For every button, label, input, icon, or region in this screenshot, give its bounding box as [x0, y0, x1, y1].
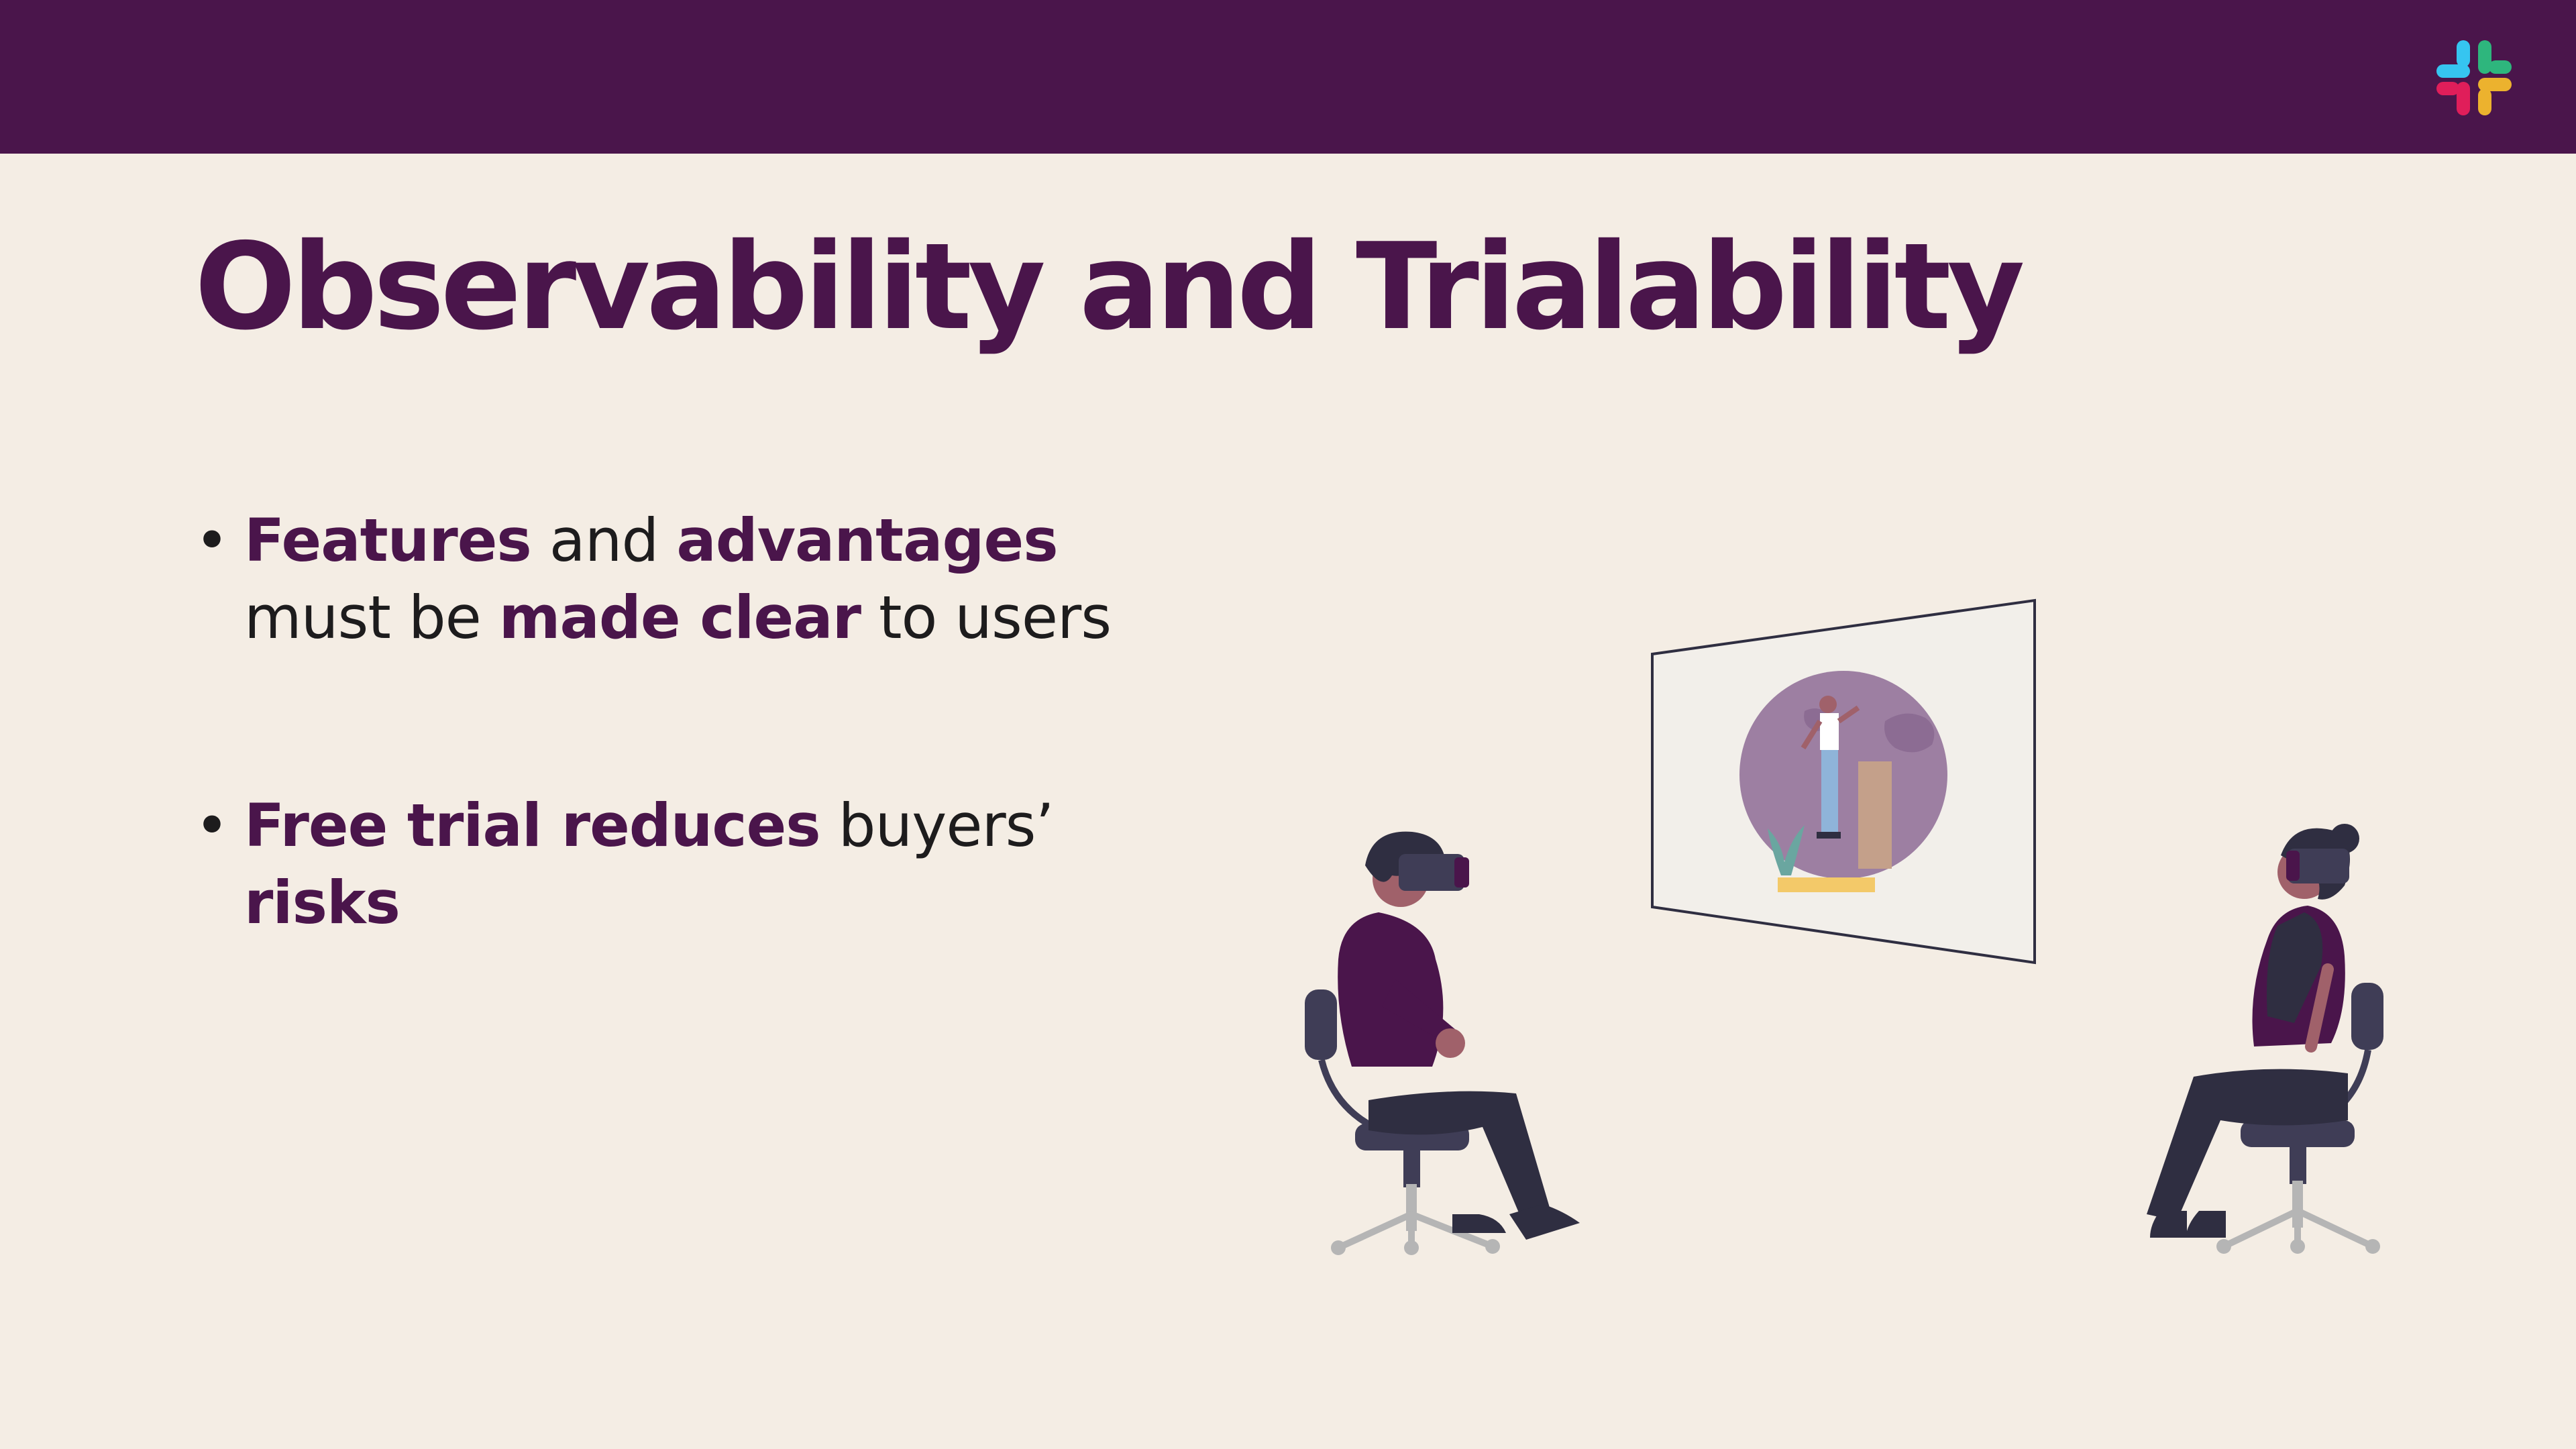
header-bar: [0, 0, 2576, 154]
slide-title: Observability and Trialability: [195, 217, 2025, 356]
left-person-with-vr-headset: [1338, 831, 1580, 1240]
right-chair: [2216, 983, 2383, 1254]
bullet-item: Free trial reduces buyers’ risks: [195, 787, 1201, 941]
bullet-text: to users: [860, 583, 1112, 652]
bullet-text-bold: Features: [244, 506, 532, 575]
right-person-with-vr-headset: [2147, 824, 2359, 1238]
bullet-text: and: [531, 506, 677, 575]
bullet-text-bold: Free trial reduces: [244, 791, 821, 860]
projection-screen: [1651, 598, 2036, 965]
bullet-text: buyers’: [820, 791, 1055, 860]
bullet-item: Features and advantages must be made cle…: [195, 502, 1201, 656]
bullet-text: must be: [244, 583, 499, 652]
vr-headset-presentation-illustration: [1305, 598, 2383, 1255]
bullet-text-bold: advantages: [676, 506, 1058, 575]
bullet-text-bold: risks: [244, 868, 400, 937]
slack-logo-icon: [2436, 40, 2512, 115]
bullet-list: Features and advantages must be made cle…: [195, 502, 1201, 941]
bullet-text-bold: made clear: [498, 583, 861, 652]
